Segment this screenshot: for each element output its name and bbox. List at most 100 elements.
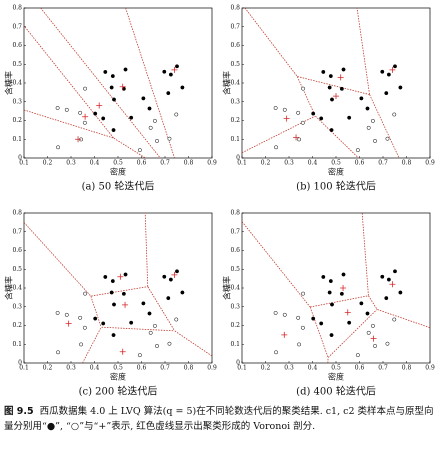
plot-frame	[23, 7, 213, 159]
c1-point	[103, 274, 108, 279]
x-tick-label: 0.5	[113, 365, 123, 372]
c1-point	[328, 279, 333, 284]
c1-point	[327, 85, 332, 90]
c1-point	[330, 302, 334, 307]
c2-point	[152, 323, 157, 328]
y-tick-label: 0.5	[12, 61, 22, 68]
x-tick-label: 0.6	[137, 160, 147, 167]
c1-point	[319, 116, 324, 121]
y-tick-label: 0.3	[12, 98, 22, 105]
c1-point	[129, 320, 134, 325]
y-tick-label: 0.5	[230, 266, 240, 273]
figure: 0.1 0.2 0.3 0.4 0.5 0.6 0.7 0.8 0.900.10.20.30.4…	[4, 5, 435, 398]
c2-point	[82, 325, 87, 330]
c2-point	[274, 145, 279, 150]
c1-point	[398, 85, 403, 90]
c2-point	[78, 110, 83, 115]
c2-point	[366, 330, 371, 335]
c1-point	[341, 272, 346, 277]
c2-point	[167, 341, 172, 346]
panel-caption: (b) 100 轮迭代后	[296, 180, 376, 193]
y-tick-label: 0.3	[230, 303, 240, 310]
y-tick-label: 0.6	[230, 42, 240, 49]
x-tick-label: 0.6	[355, 160, 365, 167]
figure-label: 图 9.5	[4, 406, 34, 417]
voronoi-boundary	[23, 7, 175, 159]
c2-point	[155, 343, 159, 348]
plot-frame	[23, 212, 213, 364]
c1-point	[101, 321, 106, 326]
x-axis-label: 密度	[110, 167, 126, 177]
x-tick-label: 0.7	[378, 160, 388, 167]
c1-point	[330, 97, 334, 102]
c1-point	[380, 69, 385, 74]
prototype	[337, 74, 344, 81]
x-axis-label: 密度	[110, 372, 126, 382]
y-tick-label: 0.4	[12, 285, 22, 292]
y-tick-label: 0	[18, 360, 22, 367]
c2-point	[83, 291, 88, 296]
c1-point	[386, 277, 391, 282]
figure-caption: 图 9.5 西瓜数据集 4.0 上 LVQ 算法(q = 5)在不同轮数迭代后的聚…	[4, 404, 435, 434]
c1-point	[141, 96, 146, 101]
y-tick-label: 0.8	[230, 5, 240, 12]
y-tick-label: 0	[236, 155, 240, 162]
y-tick-label: 0.7	[12, 23, 22, 30]
prototype	[293, 134, 300, 141]
figure-caption-text: 西瓜数据集 4.0 上 LVQ 算法(q = 5)在不同轮数迭代后的聚类结果. …	[4, 406, 434, 432]
c2-point	[296, 315, 301, 320]
c1-point	[111, 128, 116, 133]
c2-point	[273, 310, 278, 315]
voronoi-boundary	[241, 212, 431, 364]
c2-point	[55, 105, 60, 110]
c1-point	[112, 97, 116, 102]
prototype	[96, 102, 103, 109]
prototype	[65, 320, 72, 327]
c1-point	[175, 64, 179, 69]
c1-point	[347, 115, 352, 120]
c1-point	[109, 290, 114, 295]
x-tick-label: 0.5	[331, 365, 341, 372]
y-tick-label: 0.4	[230, 80, 240, 87]
y-tick-label: 0.1	[12, 136, 22, 143]
c1-point	[162, 69, 167, 74]
x-tick-label: 0.9	[425, 365, 435, 372]
y-axis-label: 含糖率	[4, 276, 14, 300]
c2-point	[373, 343, 377, 348]
c1-point	[121, 291, 126, 296]
panel-caption: (c) 200 轮迭代后	[79, 385, 158, 398]
x-tick-label: 0.8	[402, 160, 412, 167]
c2-point	[392, 112, 397, 117]
x-tick-label: 0.1	[237, 365, 247, 372]
c1-point	[110, 279, 115, 284]
voronoi-boundary	[23, 212, 213, 364]
c2-point	[64, 107, 69, 112]
c1-point	[141, 301, 146, 306]
y-tick-label: 0.3	[230, 98, 240, 105]
prototype	[171, 66, 178, 73]
c1-point	[311, 316, 316, 321]
c2-point	[148, 330, 153, 335]
prototype	[340, 285, 347, 291]
panel: 0.1 0.2 0.3 0.4 0.5 0.6 0.7 0.8 0.900.10.20.30.4…	[4, 5, 217, 193]
c1-point	[365, 106, 370, 111]
y-tick-label: 0.3	[12, 303, 22, 310]
prototype	[389, 281, 396, 288]
x-tick-label: 0.4	[90, 160, 100, 167]
c2-point	[373, 138, 377, 143]
prototype	[171, 271, 178, 278]
c1-point	[380, 274, 385, 279]
c2-point	[300, 325, 305, 330]
c1-point	[359, 96, 364, 101]
c1-point	[365, 311, 370, 316]
c1-point	[339, 86, 344, 91]
x-tick-label: 0.4	[90, 365, 100, 372]
c1-point	[347, 320, 352, 325]
c1-point	[319, 321, 324, 326]
voronoi-boundary	[241, 7, 400, 159]
c2-point	[392, 317, 397, 322]
c2-point	[282, 312, 287, 317]
c2-point	[370, 118, 375, 123]
c1-point	[162, 274, 167, 279]
